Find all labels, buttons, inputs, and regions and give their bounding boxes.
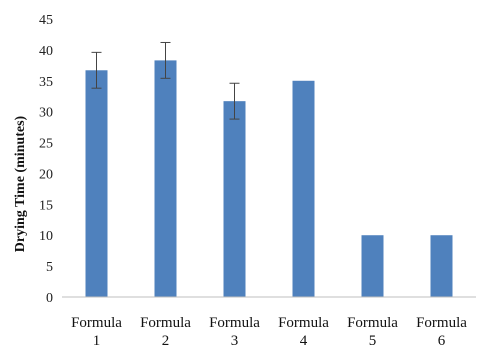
x-category-label: Formula xyxy=(209,315,260,331)
y-tick-label: 25 xyxy=(39,137,53,152)
x-category-label: Formula xyxy=(71,315,122,331)
y-tick-label: 0 xyxy=(46,291,53,306)
bar xyxy=(223,101,246,297)
x-category-number: 1 xyxy=(93,333,101,347)
y-tick-label: 30 xyxy=(39,106,53,121)
x-category-label: Formula xyxy=(416,315,467,331)
y-tick-label: 5 xyxy=(46,260,53,275)
x-category-number: 3 xyxy=(231,333,239,347)
bar xyxy=(292,80,315,298)
x-axis-categories: Formula 1 Formula 2 Formula 3 Formula 4 Formula 5… xyxy=(71,315,467,347)
error-bar xyxy=(229,82,240,120)
x-category-number: 2 xyxy=(162,333,170,347)
y-tick-label: 40 xyxy=(39,44,53,59)
y-tick-label: 35 xyxy=(39,75,53,90)
y-tick-label: 20 xyxy=(39,167,53,182)
x-category-number: 6 xyxy=(438,333,446,347)
error-bar xyxy=(160,41,171,79)
bar xyxy=(361,235,384,297)
x-category-label: Formula xyxy=(140,315,191,331)
bars xyxy=(85,60,453,298)
x-category-label: Formula xyxy=(278,315,329,331)
y-tick-label: 15 xyxy=(39,198,53,213)
y-tick-label: 10 xyxy=(39,229,53,244)
y-tick-label: 45 xyxy=(39,13,53,28)
x-category-number: 4 xyxy=(300,333,308,347)
y-axis-ticks: 0 5 10 15 20 25 30 35 40 45 xyxy=(39,13,53,306)
bar xyxy=(430,235,453,297)
x-category-label: Formula xyxy=(347,315,398,331)
error-bar xyxy=(91,51,102,89)
x-category-number: 5 xyxy=(369,333,377,347)
bar xyxy=(154,60,177,297)
y-axis-title: Drying Time (minutes) xyxy=(13,115,28,252)
bar xyxy=(85,70,108,297)
error-bars xyxy=(91,41,240,120)
